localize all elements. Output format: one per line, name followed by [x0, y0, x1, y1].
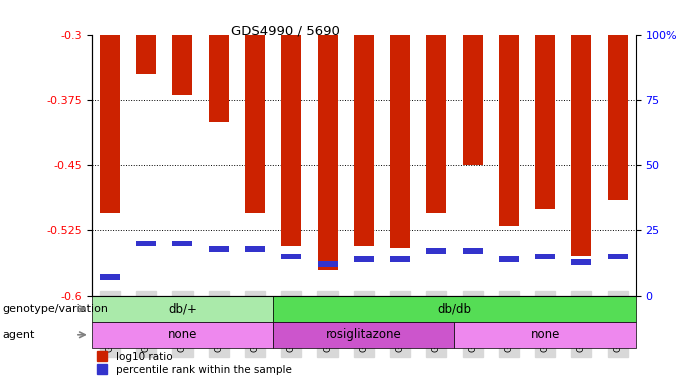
Bar	[245, 35, 265, 213]
Bar	[318, 262, 337, 267]
Bar	[354, 35, 374, 246]
Text: rosiglitazone: rosiglitazone	[326, 328, 402, 341]
Bar	[390, 35, 410, 248]
Bar	[608, 35, 628, 200]
Legend: log10 ratio, percentile rank within the sample: log10 ratio, percentile rank within the …	[97, 352, 292, 375]
Bar	[462, 35, 483, 165]
Bar	[136, 35, 156, 74]
Bar	[571, 259, 592, 265]
Bar	[426, 248, 446, 254]
Bar	[282, 253, 301, 259]
Bar	[136, 240, 156, 246]
Bar	[100, 35, 120, 213]
Bar	[535, 253, 555, 259]
Bar	[454, 322, 636, 348]
Text: db/+: db/+	[168, 302, 197, 315]
Bar	[535, 35, 555, 209]
Bar	[354, 256, 374, 262]
Bar	[92, 296, 273, 322]
Bar	[608, 253, 628, 259]
Bar	[173, 35, 192, 96]
Bar	[100, 275, 120, 280]
Bar	[209, 35, 228, 122]
Bar	[245, 246, 265, 252]
Text: agent: agent	[2, 330, 35, 340]
Bar	[282, 35, 301, 246]
Bar	[390, 256, 410, 262]
Bar	[426, 35, 446, 213]
Bar	[499, 256, 519, 262]
Bar	[318, 35, 337, 270]
Bar	[173, 240, 192, 246]
Bar	[462, 248, 483, 254]
Text: db/db: db/db	[437, 302, 471, 315]
Bar	[571, 35, 592, 257]
Text: genotype/variation: genotype/variation	[2, 304, 108, 314]
Bar	[499, 35, 519, 226]
Bar	[209, 246, 228, 252]
Text: GDS4990 / 5690: GDS4990 / 5690	[231, 25, 340, 38]
Text: none: none	[168, 328, 197, 341]
Text: none: none	[530, 328, 560, 341]
Bar	[273, 296, 636, 322]
Bar	[273, 322, 454, 348]
Bar	[92, 322, 273, 348]
